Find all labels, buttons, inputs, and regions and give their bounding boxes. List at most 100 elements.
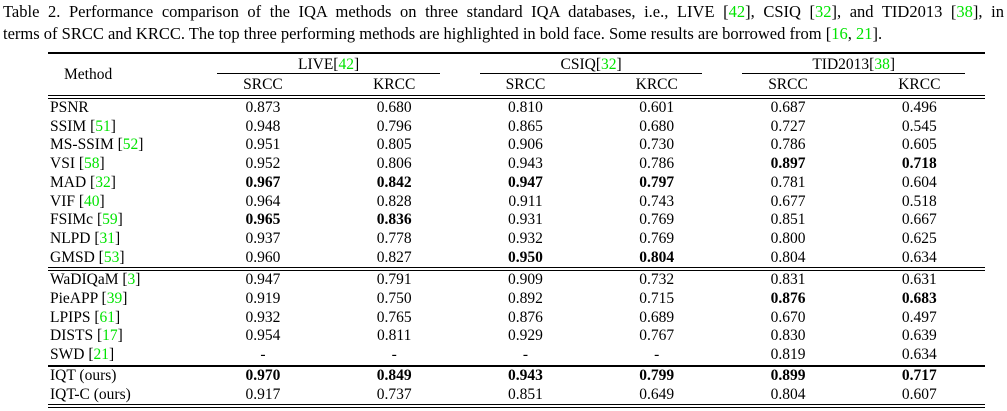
citation-ref[interactable]: 42: [728, 2, 746, 21]
value-cell: 0.937: [245, 229, 281, 247]
subheader-krcc-1: KRCC: [373, 76, 416, 93]
citation-ref[interactable]: 38: [956, 2, 973, 21]
value-cell: 0.947: [508, 173, 543, 191]
value-cell: -: [654, 346, 660, 364]
value-cell: 0.639: [901, 327, 937, 345]
citation-ref[interactable]: 40: [84, 192, 100, 210]
value-cell: 0.919: [245, 290, 281, 308]
table-caption: Table 2. Performance comparison of the I…: [3, 1, 1004, 45]
value-cell: 0.689: [639, 308, 675, 326]
value-cell: 0.811: [377, 327, 412, 345]
value-cell: 0.634: [901, 346, 937, 364]
citation-ref[interactable]: 32: [815, 2, 832, 21]
value-cell: 0.743: [639, 192, 675, 210]
value-cell: 0.649: [639, 385, 675, 403]
value-cell: 0.836: [376, 211, 412, 229]
method-column-header: Method: [64, 66, 113, 83]
value-cell: 0.970: [245, 366, 281, 384]
value-cell: 0.631: [901, 271, 937, 289]
value-cell: 0.849: [376, 366, 412, 384]
table-row-iqt-ours-: IQT (ours) 0.970 0.849 0.943 0.799 0.899 0.717: [48, 366, 985, 386]
citation-ref[interactable]: 52: [122, 136, 139, 154]
value-cell: 0.951: [245, 136, 281, 154]
value-cell: 0.943: [508, 366, 543, 384]
method-name: WaDIQaM [3]: [50, 271, 141, 289]
value-cell: 0.906: [508, 136, 543, 154]
citation-ref[interactable]: 21: [855, 24, 873, 43]
value-cell: 0.819: [770, 346, 806, 364]
value-cell: 0.865: [508, 117, 543, 135]
value-cell: 0.804: [639, 248, 675, 266]
method-name: MS-SSIM [52]: [50, 136, 144, 154]
caption-text: ], CSIQ [: [745, 2, 816, 21]
value-cell: 0.680: [376, 99, 412, 116]
citation-ref[interactable]: 58: [84, 155, 100, 173]
caption-line: terms of SRCC and KRCC. The top three pe…: [3, 23, 1004, 45]
table-section-learned: WaDIQaM [3] 0.947 0.791 0.909 0.732 0.831 0.63…: [48, 269, 985, 366]
method-name: SSIM [51]: [50, 117, 116, 135]
citation-ref[interactable]: 59: [102, 211, 118, 229]
value-cell: 0.769: [639, 229, 675, 247]
method-name: MAD [32]: [50, 173, 116, 191]
value-cell: 0.601: [639, 99, 675, 116]
method-name: FSIMc [59]: [50, 211, 123, 229]
citation-ref[interactable]: 32: [601, 56, 617, 73]
value-cell: 0.892: [508, 290, 543, 308]
value-cell: 0.769: [639, 211, 675, 229]
value-cell: 0.964: [245, 192, 281, 210]
group-header-row: Method LIVE[42] CSIQ[32] TID2013[38]: [48, 53, 985, 83]
table-row-swd: SWD [21] - - - - 0.819 0.634: [48, 346, 985, 366]
group-header-tid2013: TID2013[38]: [722, 53, 985, 75]
table-row-fsimc: FSIMc [59] 0.965 0.836 0.931 0.769 0.851 0.667: [48, 211, 985, 230]
citation-ref[interactable]: 51: [95, 117, 111, 135]
value-cell: 0.634: [901, 248, 937, 266]
value-cell: 0.842: [376, 173, 412, 191]
value-cell: 0.497: [901, 308, 937, 326]
citation-ref[interactable]: 32: [95, 173, 111, 191]
value-cell: 0.911: [508, 192, 543, 210]
value-cell: 0.876: [770, 290, 806, 308]
method-name: LPIPS [61]: [50, 308, 121, 326]
caption-line: Table 2. Performance comparison of the I…: [3, 1, 1004, 23]
value-cell: 0.718: [901, 155, 937, 173]
value-cell: 0.851: [508, 385, 543, 403]
value-cell: 0.765: [376, 308, 412, 326]
value-cell: 0.791: [376, 271, 412, 289]
method-name: PSNR: [50, 99, 89, 116]
value-cell: 0.909: [508, 271, 543, 289]
method-name: SWD [21]: [50, 346, 115, 364]
citation-ref[interactable]: 38: [874, 56, 890, 73]
value-cell: 0.680: [639, 117, 675, 135]
citation-ref[interactable]: 31: [99, 229, 116, 247]
value-cell: 0.607: [901, 385, 937, 403]
table-section-classical: PSNR 0.873 0.680 0.810 0.601 0.687 0.496 SSIM […: [48, 97, 985, 269]
subheader-row: SRCC KRCC SRCC KRCC SRCC KRCC: [48, 75, 985, 97]
citation-ref[interactable]: 53: [103, 248, 120, 266]
value-cell: 0.545: [901, 117, 937, 135]
citation-ref[interactable]: 39: [106, 290, 123, 308]
citation-ref[interactable]: 21: [93, 346, 110, 364]
citation-ref[interactable]: 16: [831, 24, 848, 43]
value-cell: 0.786: [770, 136, 806, 154]
value-cell: -: [391, 346, 397, 364]
value-cell: 0.943: [508, 155, 543, 173]
value-cell: 0.796: [376, 117, 412, 135]
value-cell: 0.687: [770, 99, 806, 116]
value-cell: 0.899: [770, 366, 806, 384]
value-cell: 0.730: [639, 136, 675, 154]
value-cell: 0.670: [770, 308, 806, 326]
subheader-srcc-2: SRCC: [505, 76, 546, 93]
value-cell: 0.932: [508, 229, 543, 247]
value-cell: 0.873: [245, 99, 281, 116]
iqa-results-table: Method LIVE[42] CSIQ[32] TID2013[38] SRC…: [48, 52, 985, 409]
citation-ref[interactable]: 17: [102, 327, 118, 345]
subheader-krcc-5: KRCC: [898, 76, 941, 93]
value-cell: 0.727: [770, 117, 806, 135]
value-cell: 0.932: [245, 308, 281, 326]
value-cell: 0.947: [245, 271, 281, 289]
citation-ref[interactable]: 61: [99, 308, 116, 326]
method-name: NLPD [31]: [50, 229, 121, 247]
citation-ref[interactable]: 3: [127, 271, 136, 289]
value-cell: -: [260, 346, 266, 364]
citation-ref[interactable]: 42: [338, 56, 354, 73]
